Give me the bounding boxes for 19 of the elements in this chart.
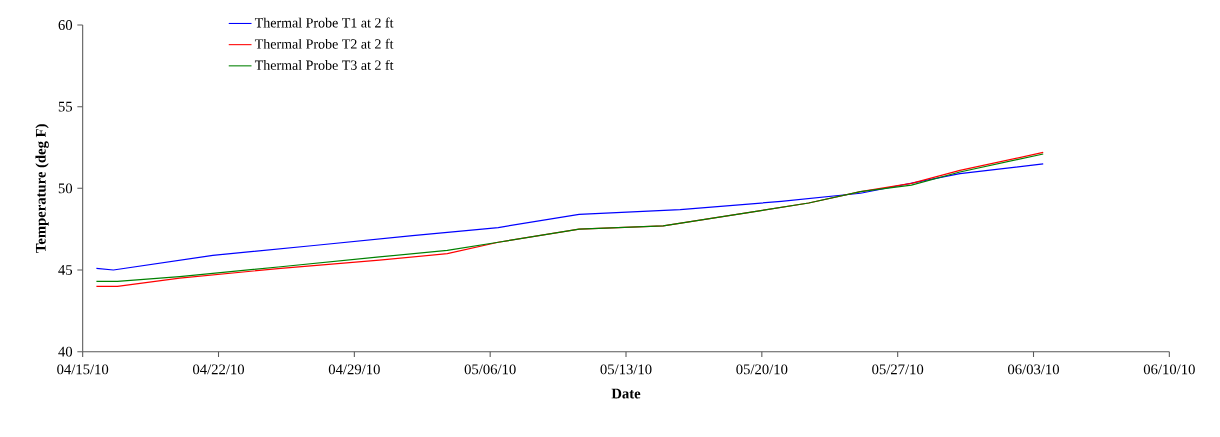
x-axis-title: Date bbox=[611, 388, 641, 399]
y-tick-label: 45 bbox=[58, 265, 73, 275]
legend-label: Thermal Probe T2 at 2 ft bbox=[254, 38, 394, 49]
x-tick-label: 04/29/10 bbox=[328, 364, 380, 375]
legend-label: Thermal Probe T3 at 2 ft bbox=[254, 59, 394, 70]
y-tick-label: 60 bbox=[58, 20, 73, 30]
y-tick-label: 40 bbox=[58, 346, 73, 357]
y-tick-label: 50 bbox=[58, 183, 73, 194]
x-tick-label: 04/15/10 bbox=[57, 364, 109, 375]
x-tick-label: 05/27/10 bbox=[872, 364, 924, 375]
legend-label: Thermal Probe T1 at 2 ft bbox=[254, 17, 394, 28]
x-tick-label: 05/20/10 bbox=[736, 364, 788, 375]
x-tick-label: 05/13/10 bbox=[600, 364, 652, 375]
x-tick-label: 06/03/10 bbox=[1007, 364, 1060, 375]
y-axis-title: Temperature (deg F) bbox=[35, 124, 49, 253]
x-tick-label: 06/10/10 bbox=[1143, 364, 1195, 375]
x-tick-label: 04/22/10 bbox=[193, 364, 245, 375]
y-tick-label: 55 bbox=[58, 101, 73, 112]
x-tick-label: 05/06/10 bbox=[464, 364, 516, 375]
